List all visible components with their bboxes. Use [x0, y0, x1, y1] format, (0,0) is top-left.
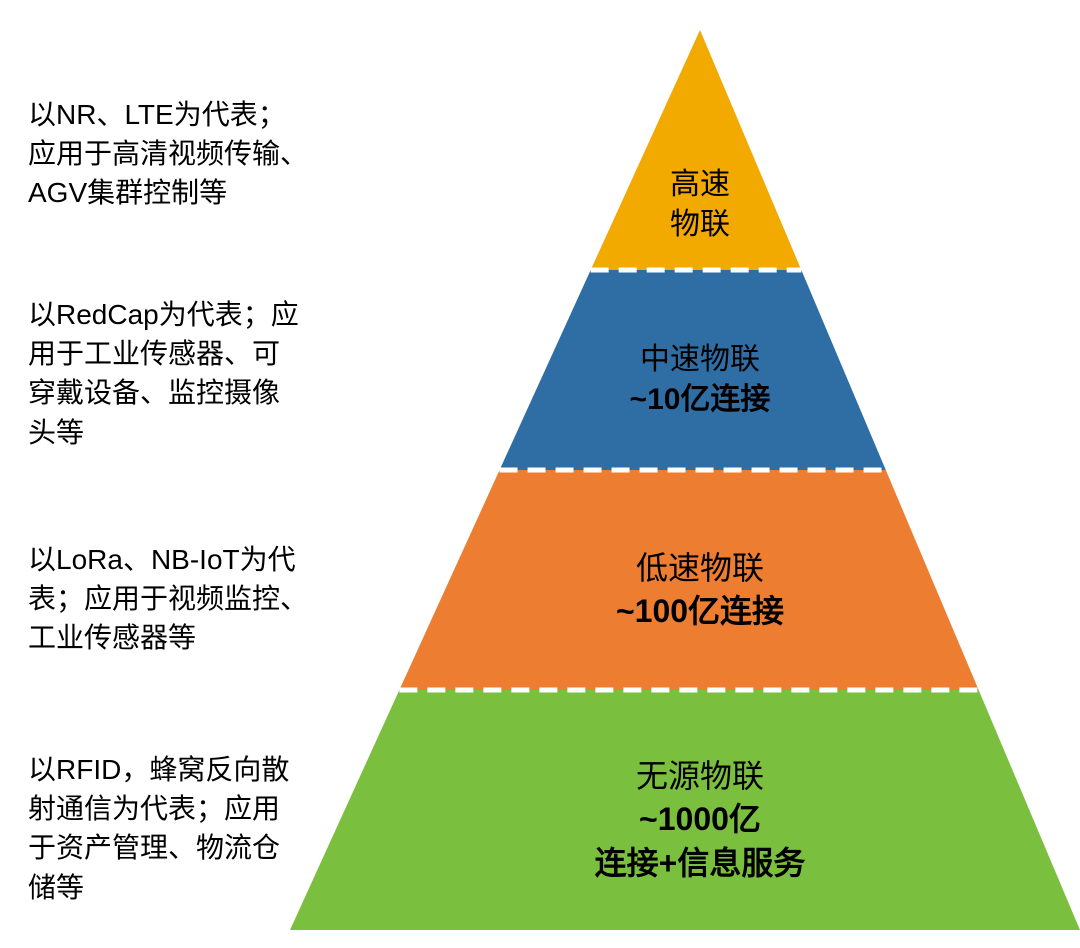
tier-title: 低速物联	[616, 547, 784, 590]
tier-description-passive: 以RFID，蜂窝反向散 射通信为代表；应用 于资产管理、物流仓 储等	[28, 750, 289, 907]
tier-description-mid-speed: 以RedCap为代表；应 用于工业传感器、可 穿戴设备、监控摄像 头等	[28, 295, 299, 452]
tier-subtitle: ~10亿连接	[630, 380, 771, 421]
tier-description-low-speed: 以LoRa、NB-IoT为代 表；应用于视频监控、 工业传感器等	[28, 540, 308, 658]
tier-subtitle: ~100亿连接	[616, 590, 784, 633]
tier-subtitle: ~1000亿 连接+信息服务	[595, 798, 806, 884]
tier-label-mid-speed: 中速物联~10亿连接	[630, 340, 771, 421]
tier-title: 中速物联	[630, 340, 771, 381]
tier-label-high-speed: 高速 物联	[670, 165, 730, 246]
tier-title: 无源物联	[595, 755, 806, 798]
tier-title: 高速 物联	[670, 165, 730, 246]
tier-description-high-speed: 以NR、LTE为代表； 应用于高清视频传输、 AGV集群控制等	[28, 95, 308, 213]
tier-label-passive: 无源物联~1000亿 连接+信息服务	[595, 755, 806, 885]
tier-label-low-speed: 低速物联~100亿连接	[616, 547, 784, 633]
